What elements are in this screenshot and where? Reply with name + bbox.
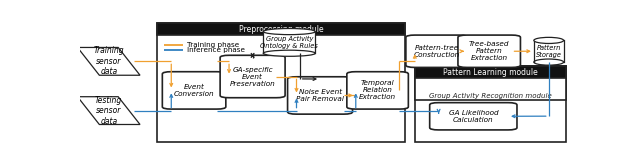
FancyBboxPatch shape <box>220 55 285 98</box>
Text: Temporal
Relation
Extraction: Temporal Relation Extraction <box>359 80 396 100</box>
Text: Tree-based
Pattern
Extraction: Tree-based Pattern Extraction <box>469 41 509 61</box>
Text: Pattern Learning module: Pattern Learning module <box>443 68 538 77</box>
Bar <box>534 40 564 62</box>
Bar <box>415 66 566 101</box>
Text: Pattern-tree
Construction: Pattern-tree Construction <box>414 45 460 58</box>
Polygon shape <box>77 47 140 75</box>
Ellipse shape <box>534 59 564 65</box>
Text: Event
Conversion: Event Conversion <box>174 84 214 97</box>
FancyBboxPatch shape <box>163 72 226 109</box>
FancyBboxPatch shape <box>287 77 353 114</box>
FancyBboxPatch shape <box>347 72 408 109</box>
FancyBboxPatch shape <box>458 35 520 67</box>
Text: Inference phase: Inference phase <box>187 47 244 53</box>
Polygon shape <box>77 97 140 124</box>
Text: Group Activity
Ontology & Rules: Group Activity Ontology & Rules <box>260 36 318 49</box>
Text: Pattern
Storage: Pattern Storage <box>536 45 562 58</box>
Text: Noise Event
Pair Removal: Noise Event Pair Removal <box>296 89 344 102</box>
Text: Group Activity Recognition module: Group Activity Recognition module <box>429 93 552 99</box>
Bar <box>157 23 405 142</box>
Bar <box>415 66 566 78</box>
FancyBboxPatch shape <box>406 35 468 67</box>
Text: GA-specific
Event
Preservation: GA-specific Event Preservation <box>230 67 275 86</box>
Text: Testing
sensor
data: Testing sensor data <box>95 96 122 125</box>
Bar <box>415 66 566 142</box>
Ellipse shape <box>534 37 564 43</box>
Bar <box>157 23 405 35</box>
Ellipse shape <box>263 29 316 35</box>
FancyBboxPatch shape <box>429 103 517 130</box>
Text: GA Likelihood
Calculation: GA Likelihood Calculation <box>449 110 498 123</box>
Text: Training phase: Training phase <box>187 42 239 48</box>
Ellipse shape <box>263 50 316 56</box>
Bar <box>263 32 316 53</box>
Text: Preprocessing module: Preprocessing module <box>239 25 323 34</box>
Text: Training
sensor
data: Training sensor data <box>93 46 124 76</box>
